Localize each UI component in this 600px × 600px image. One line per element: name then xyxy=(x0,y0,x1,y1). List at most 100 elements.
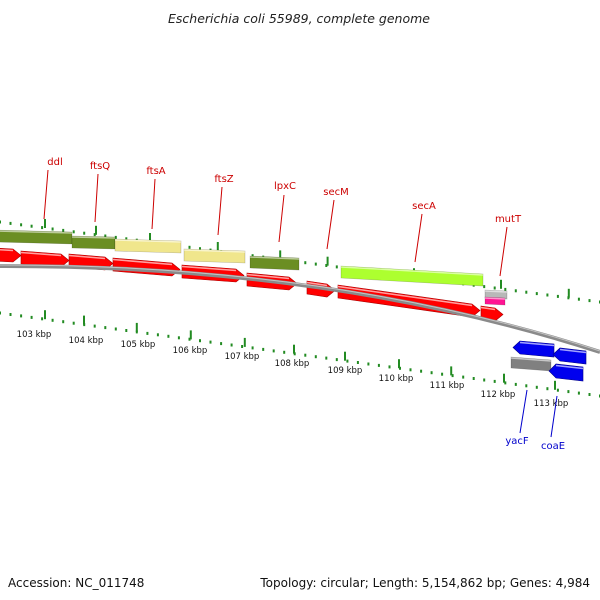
inner-minor-tick xyxy=(262,347,265,351)
gene-label-secA: secA xyxy=(412,201,436,212)
outer-major-tick xyxy=(44,219,46,228)
inner-minor-tick xyxy=(346,359,349,363)
outer-major-tick xyxy=(149,233,151,242)
inner-major-tick xyxy=(135,322,138,332)
kbp-label: 105 kbp xyxy=(121,340,156,350)
genome-summary-label: Topology: circular; Length: 5,154,862 bp… xyxy=(259,576,590,590)
outer-minor-tick xyxy=(525,290,528,294)
inner-minor-tick xyxy=(472,377,475,380)
inner-major-tick xyxy=(503,373,505,383)
outer-minor-tick xyxy=(41,226,44,230)
cds-arrow-coaE-upper-shine xyxy=(559,348,587,354)
inner-minor-tick xyxy=(209,340,212,344)
cog-bar-mutT-pink-shine xyxy=(484,297,506,300)
inner-minor-tick xyxy=(430,371,433,375)
inner-minor-tick xyxy=(293,352,296,356)
inner-minor-tick xyxy=(251,346,254,350)
gene-label-mutT: mutT xyxy=(495,214,522,225)
cds-arrow-ddl xyxy=(0,247,22,263)
outer-minor-tick xyxy=(83,231,86,235)
inner-minor-tick xyxy=(388,365,391,369)
outer-minor-tick xyxy=(577,297,580,301)
kbp-label: 106 kbp xyxy=(173,346,208,356)
cds-arrow-ftsA-a-shine xyxy=(68,254,106,260)
outer-minor-tick xyxy=(20,223,23,227)
inner-minor-tick xyxy=(51,318,54,322)
inner-minor-tick xyxy=(304,353,307,357)
backbone-line xyxy=(0,263,600,354)
inner-minor-tick xyxy=(514,382,517,386)
inner-minor-tick xyxy=(567,390,570,394)
outer-major-tick xyxy=(95,225,97,235)
cds-arrow-ftsA-b-shine xyxy=(112,258,173,266)
inner-minor-tick xyxy=(230,343,233,347)
kbp-label: 104 kbp xyxy=(69,336,104,346)
gene-leader-ftsZ xyxy=(217,186,223,236)
cds-arrow-lpxC-shine xyxy=(246,273,290,280)
cds-arrow-ddl-shine xyxy=(0,249,14,252)
outer-minor-tick xyxy=(504,287,507,291)
inner-minor-tick xyxy=(504,381,507,385)
inner-minor-tick xyxy=(588,393,591,396)
gene-leader-ddl xyxy=(43,169,49,220)
inner-minor-tick xyxy=(220,342,223,346)
outer-minor-tick xyxy=(483,285,486,289)
outer-minor-tick xyxy=(125,237,128,241)
inner-minor-tick xyxy=(177,336,180,340)
inner-minor-tick xyxy=(335,358,338,362)
gene-label-ftsZ: ftsZ xyxy=(214,174,233,185)
outer-major-tick xyxy=(216,242,219,251)
outer-minor-tick xyxy=(93,233,96,237)
inner-minor-tick xyxy=(377,363,380,367)
gene-leader-lpxC xyxy=(278,194,285,243)
inner-major-tick xyxy=(83,315,85,325)
inner-minor-tick xyxy=(546,387,549,391)
outer-minor-tick xyxy=(535,292,538,296)
cog-bar-ftsA-shine xyxy=(114,239,182,243)
inner-minor-tick xyxy=(241,345,244,348)
inner-major-tick xyxy=(398,359,400,369)
inner-minor-tick xyxy=(20,314,23,318)
cog-bar-yacF-shine xyxy=(510,357,552,362)
inner-minor-tick xyxy=(483,378,486,382)
inner-minor-tick xyxy=(114,327,117,331)
inner-minor-tick xyxy=(188,337,191,341)
cog-bar-ddl-shine xyxy=(0,230,73,234)
cog-bar-ftsZ xyxy=(183,248,246,264)
cog-feature-track xyxy=(0,229,552,372)
gene-label-ddl: ddl xyxy=(47,157,62,168)
inner-minor-tick xyxy=(146,331,149,335)
kbp-label: 113 kbp xyxy=(534,399,569,409)
inner-minor-tick xyxy=(199,339,201,343)
inner-minor-tick xyxy=(167,334,170,338)
gene-label-lpxC: lpxC xyxy=(274,181,296,192)
inner-minor-tick xyxy=(62,320,65,324)
inner-minor-tick xyxy=(30,315,33,319)
outer-minor-tick xyxy=(51,227,54,231)
kbp-label: 112 kbp xyxy=(481,390,516,400)
inner-minor-tick xyxy=(525,384,528,388)
kbp-label: 111 kbp xyxy=(430,381,465,391)
outer-minor-tick xyxy=(72,230,75,234)
gene-labels: ddl ftsQ ftsA ftsZ lpxC secM secA mutT yacF coaE xyxy=(43,157,565,452)
inner-minor-tick xyxy=(314,355,317,359)
cds-arrow-mutT-shine xyxy=(480,306,496,311)
inner-minor-tick xyxy=(493,379,496,383)
outer-minor-tick xyxy=(104,234,107,238)
outer-minor-tick xyxy=(588,299,591,303)
inner-minor-tick xyxy=(535,385,538,389)
inner-minor-tick xyxy=(0,311,1,315)
gene-leader-secM xyxy=(326,199,335,250)
gene-leader-mutT xyxy=(499,226,508,277)
outer-minor-tick xyxy=(188,245,191,249)
outer-minor-tick xyxy=(199,247,201,251)
outer-minor-tick xyxy=(335,265,338,269)
inner-minor-tick xyxy=(72,321,75,325)
inner-minor-tick xyxy=(441,372,444,376)
gene-leader-ftsQ xyxy=(94,173,99,223)
accession-label: Accession: NC_011748 xyxy=(8,576,144,590)
inner-minor-tick xyxy=(125,329,128,332)
outer-major-tick xyxy=(279,250,282,260)
inner-major-tick xyxy=(344,351,346,361)
